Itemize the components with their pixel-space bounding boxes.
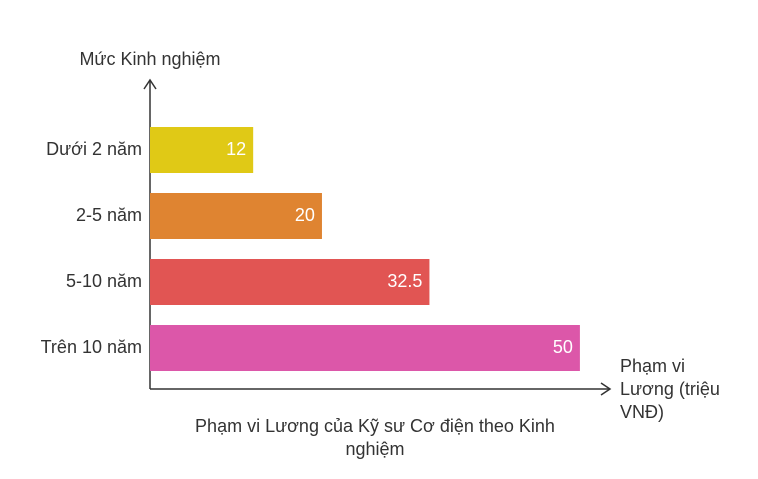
y-tick-label: 5-10 năm [66, 271, 142, 291]
x-axis-arrow [600, 382, 612, 396]
bar [150, 259, 430, 305]
y-tick-label: Dưới 2 năm [46, 139, 142, 159]
y-tick-label: Trên 10 năm [41, 337, 142, 357]
x-axis-label: Phạm vi Lương (triệu VNĐ) [620, 356, 720, 422]
bar [150, 193, 322, 239]
bar [150, 325, 580, 371]
value-label: 50 [553, 337, 573, 357]
y-axis-arrow [143, 78, 157, 90]
y-tick-label: 2-5 năm [76, 205, 142, 225]
chart-title: Phạm vi Lương của Kỹ sư Cơ điện theo Kin… [195, 416, 555, 459]
value-label: 12 [226, 139, 246, 159]
y-axis-label: Mức Kinh nghiệm [79, 49, 220, 69]
value-label: 32.5 [387, 271, 422, 291]
value-label: 20 [295, 205, 315, 225]
bar [150, 127, 254, 173]
